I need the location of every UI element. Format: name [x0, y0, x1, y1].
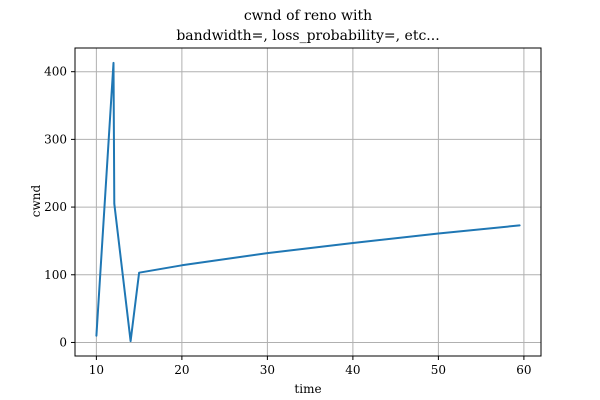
chart-title-line-2: bandwidth=, loss_probability=, etc... — [176, 28, 439, 44]
x-tick-label: 50 — [431, 363, 446, 377]
grid — [75, 48, 541, 356]
plot-area-frame — [74, 47, 542, 357]
axis-ticks: 10 20 30 40 50 60 0 100 200 300 400 — [44, 65, 531, 377]
x-tick-label: 20 — [174, 363, 189, 377]
cwnd-series-line — [95, 61, 521, 343]
x-tick-label: 30 — [260, 363, 275, 377]
y-tick-label: 400 — [44, 65, 67, 79]
x-axis-label: time — [294, 382, 321, 396]
y-tick-label: 300 — [44, 132, 67, 146]
y-axis-label: cwnd — [29, 184, 43, 217]
y-tick-label: 0 — [59, 335, 67, 349]
chart-title-line-1: cwnd of reno with — [244, 8, 372, 24]
x-tick-label: 60 — [516, 363, 531, 377]
chart-title: cwnd of reno with bandwidth=, loss_proba… — [176, 8, 439, 44]
x-tick-label: 10 — [89, 363, 104, 377]
y-tick-label: 200 — [44, 200, 67, 214]
x-tick-label: 40 — [345, 363, 360, 377]
y-tick-label: 100 — [44, 268, 67, 282]
series-layer — [95, 61, 521, 343]
